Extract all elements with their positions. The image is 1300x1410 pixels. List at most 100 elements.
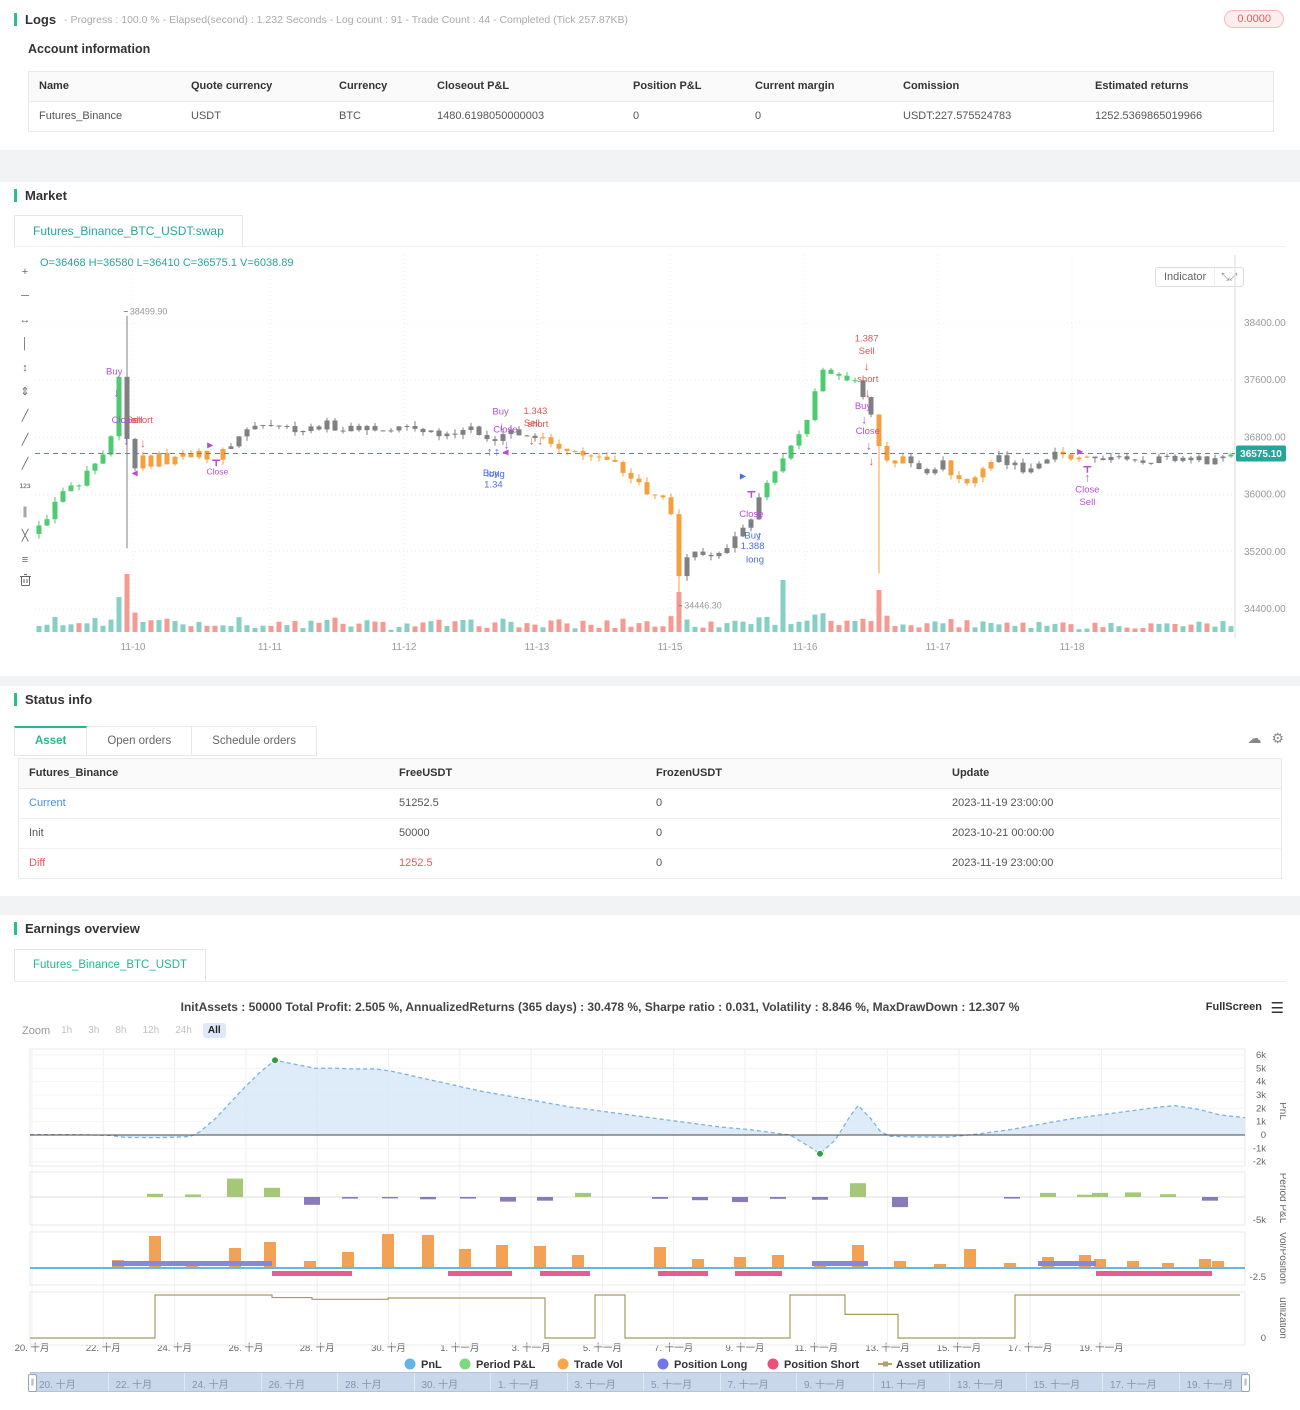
svg-text:26. 十月: 26. 十月	[228, 1342, 263, 1354]
trend-segment-icon[interactable]: ╱	[21, 434, 29, 446]
status-table: Futures_Binance FreeUSDT FrozenUSDT Update C…	[18, 758, 1282, 879]
expand-icon[interactable]: ⤡⤢	[1221, 271, 1238, 283]
menu-icon[interactable]: ☰	[1270, 1000, 1284, 1017]
parallel-horizontals-icon[interactable]: ≡	[21, 554, 29, 566]
svg-text:◀: ◀	[502, 448, 509, 457]
navigator-gridline	[872, 1373, 874, 1391]
column-header: FrozenUSDT	[656, 767, 722, 779]
svg-text:Buy: Buy	[744, 530, 761, 541]
svg-text:11-17: 11-17	[926, 642, 951, 653]
svg-text:36800.00: 36800.00	[1244, 432, 1286, 443]
horizontal-line-icon[interactable]: ─	[21, 290, 29, 302]
svg-text:7. 十一月: 7. 十一月	[654, 1342, 693, 1354]
column-header: Futures_Binance	[29, 767, 119, 779]
tab-schedule-orders[interactable]: Schedule orders	[192, 726, 318, 756]
status-row: Current 51252.5 0 2023-11-19 23:00:00	[19, 789, 1281, 819]
svg-text:↓: ↓	[868, 454, 874, 468]
export-cloud-icon[interactable]: ☁	[1247, 730, 1262, 746]
vertical-line-icon[interactable]: │	[21, 338, 29, 350]
trend-ray-icon[interactable]: ╱	[21, 458, 29, 470]
svg-text:36000.00: 36000.00	[1244, 490, 1286, 501]
cross-lines-icon[interactable]: ╳	[21, 530, 29, 542]
svg-text:30. 十月: 30. 十月	[371, 1342, 406, 1354]
navigator-date-label: 30. 十月	[421, 1380, 459, 1391]
logs-title: Logs	[25, 12, 57, 27]
svg-text:11-13: 11-13	[525, 642, 550, 653]
earnings-chart[interactable]: 20. 十月 22. 十月 24. 十月 26. 十月 28. 十月 30. 十月 1. 十…	[14, 1045, 1286, 1375]
divider	[14, 981, 1286, 982]
zoom-option-8h[interactable]: 8h	[115, 1025, 127, 1036]
zoom-controls: Zoom 1h 3h 8h 12h 24h All	[22, 1023, 226, 1038]
navigator-date-label: 3. 十一月	[574, 1380, 616, 1391]
zoom-buttons: 1h 3h 8h 12h 24h All	[50, 1023, 226, 1038]
trash-icon[interactable]	[14, 572, 36, 596]
svg-text:22. 十月: 22. 十月	[86, 1342, 121, 1354]
fullscreen-button[interactable]: FullScreen	[1205, 1001, 1262, 1013]
tab-open-orders[interactable]: Open orders	[87, 726, 193, 756]
svg-text:↓: ↓	[864, 359, 870, 373]
column-header: FreeUSDT	[399, 767, 453, 779]
svg-text:11. 十一月: 11. 十一月	[794, 1342, 838, 1354]
crosshair-icon[interactable]: +	[21, 266, 29, 278]
svg-text:↑: ↑	[1084, 470, 1090, 484]
svg-text:long: long	[487, 469, 505, 480]
parallel-channel-icon[interactable]: ∥	[22, 506, 28, 518]
navigator-gridline	[643, 1373, 644, 1391]
svg-text:↓: ↓	[865, 386, 871, 400]
svg-text:34400.00: 34400.00	[1244, 604, 1286, 615]
navigator-date-label: 17. 十一月	[1110, 1380, 1157, 1391]
trend-line-icon[interactable]: ╱	[21, 410, 29, 422]
navigator-date-label: 20. 十月	[39, 1380, 76, 1391]
svg-text:28. 十月: 28. 十月	[300, 1342, 335, 1354]
navigator-handle-right[interactable]: ∥	[1241, 1374, 1250, 1392]
tab-asset[interactable]: Asset	[14, 726, 88, 756]
divider	[14, 246, 1286, 247]
row-label[interactable]: Current	[29, 797, 66, 809]
zoom-option-3h[interactable]: 3h	[88, 1025, 100, 1036]
zoom-option-12h[interactable]: 12h	[142, 1025, 160, 1036]
navigator-date-label: 24. 十月	[192, 1380, 229, 1391]
ohlc-readout: O=36468 H=36580 L=36410 C=36575.1 V=6038…	[40, 257, 294, 269]
horizontal-ray-icon[interactable]: ↔	[19, 314, 31, 326]
zoom-option-1h[interactable]: 1h	[61, 1025, 73, 1036]
table-cell: 0	[656, 797, 663, 809]
chart-drawing-toolbar: + ─ ↔ │ ↕ ⇕ ╱ ╱ ╱ ¹²³ ∥ ╳ ≡	[14, 260, 36, 596]
svg-text:6k: 6k	[1256, 1050, 1266, 1061]
navigator-date-label: 22. 十月	[115, 1380, 153, 1391]
indicator-button[interactable]: Indicator ⤡⤢	[1155, 267, 1245, 287]
market-symbol-tab[interactable]: Futures_Binance_BTC_USDT:swap	[14, 215, 243, 248]
chart-navigator[interactable]: 20. 十月 22. 十月 24. 十月 26. 十月 28. 十月 30. 十月 1. 十…	[28, 1372, 1250, 1392]
zoom-option-24h[interactable]: 24h	[175, 1025, 192, 1036]
navigator-handle-left[interactable]: ∥	[28, 1374, 37, 1392]
zoom-option-all[interactable]: All	[202, 1023, 226, 1038]
column-header: Comission	[903, 80, 960, 92]
svg-text:19. 十一月: 19. 十一月	[1079, 1342, 1123, 1354]
status-header-row: Futures_Binance FreeUSDT FrozenUSDT Update	[19, 759, 1281, 789]
svg-text:▶: ▶	[1077, 447, 1084, 456]
table-cell: USDT	[191, 110, 221, 122]
column-header: Position P&L	[633, 80, 702, 92]
vertical-segment-icon[interactable]: ↕	[22, 362, 28, 374]
navigator-date-label: 1. 十一月	[498, 1380, 540, 1391]
account-table: Name Quote currency Currency Closeout P&L Po…	[28, 71, 1274, 132]
svg-text:Close: Close	[493, 425, 517, 436]
row-label: Init	[29, 827, 44, 839]
earnings-symbol-tab[interactable]: Futures_Binance_BTC_USDT	[14, 949, 207, 982]
navigator-date-label: 26. 十月	[268, 1380, 306, 1391]
svg-text:Close: Close	[739, 509, 763, 520]
table-cell: BTC	[339, 110, 361, 122]
svg-text:38400.00: 38400.00	[1244, 318, 1286, 329]
extended-vertical-icon[interactable]: ⇕	[20, 386, 30, 398]
svg-text:1.343: 1.343	[524, 406, 548, 417]
svg-text:11-16: 11-16	[793, 642, 818, 653]
gear-icon[interactable]: ⚙	[1271, 730, 1284, 746]
navigator-gridline	[413, 1373, 415, 1391]
table-cell: 50000	[399, 827, 430, 839]
market-candlestick-chart[interactable]: 38400.00 37600.00 36800.00 36000.00 35200.00…	[14, 250, 1286, 662]
svg-text:Buy: Buy	[106, 367, 123, 378]
legend-pnl: PnL	[421, 1359, 442, 1371]
price-label-icon[interactable]: ¹²³	[19, 482, 31, 494]
indicator-button-label[interactable]: Indicator	[1156, 268, 1216, 286]
navigator-gridline	[260, 1373, 262, 1391]
logs-header: Logs - Progress : 100.0 % - Elapsed(seco…	[14, 12, 628, 27]
